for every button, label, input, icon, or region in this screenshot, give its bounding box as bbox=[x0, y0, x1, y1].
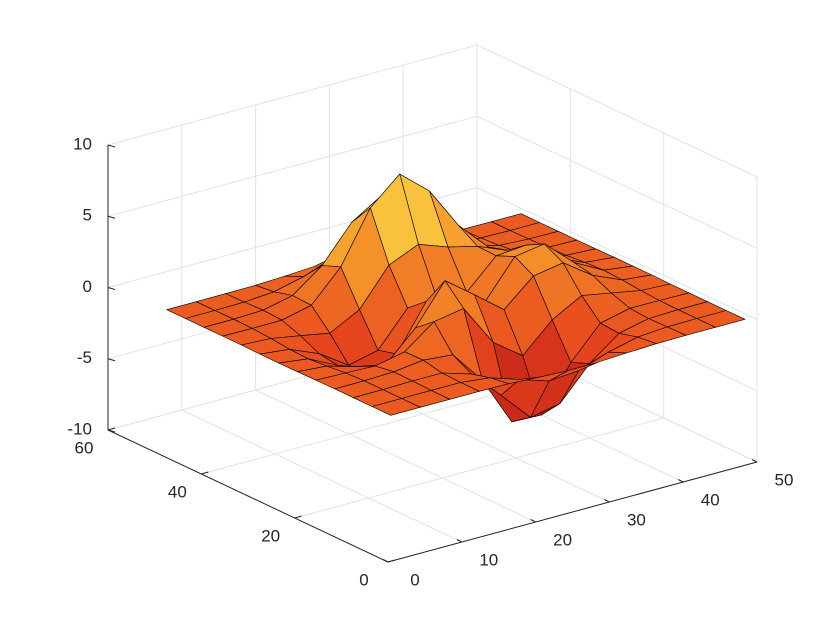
x-tick-label: 50 bbox=[775, 470, 794, 489]
x-tick bbox=[530, 519, 536, 523]
y-tick bbox=[107, 427, 116, 431]
z-tick-label: 5 bbox=[83, 206, 92, 225]
grid-line bbox=[107, 186, 758, 320]
z-tick-label: -5 bbox=[77, 348, 92, 367]
x-tick-label: 0 bbox=[410, 570, 419, 589]
x-tick bbox=[456, 539, 463, 543]
z-tick bbox=[107, 358, 116, 362]
x-tick bbox=[604, 499, 610, 503]
x-tick bbox=[751, 459, 758, 463]
y-tick-label: 60 bbox=[75, 438, 94, 457]
y-tick-label: 0 bbox=[359, 570, 368, 589]
x-tick-label: 40 bbox=[701, 490, 720, 509]
x-axis bbox=[387, 461, 758, 563]
grid-line bbox=[107, 115, 758, 249]
x-tick bbox=[677, 479, 684, 483]
x-tick bbox=[382, 559, 389, 563]
x-tick-label: 30 bbox=[627, 510, 646, 529]
z-tick-label: -10 bbox=[67, 419, 92, 438]
z-tick bbox=[107, 144, 116, 148]
y-tick bbox=[201, 471, 209, 475]
z-tick bbox=[107, 215, 116, 219]
z-tick-label: 0 bbox=[83, 277, 92, 296]
x-tick-label: 10 bbox=[479, 550, 498, 569]
grid-line bbox=[107, 44, 758, 178]
y-tick bbox=[387, 559, 396, 563]
y-tick-label: 40 bbox=[168, 482, 187, 501]
surface-patch bbox=[371, 398, 421, 416]
z-tick bbox=[107, 287, 116, 290]
y-tick bbox=[294, 515, 302, 519]
y-tick-label: 20 bbox=[261, 526, 280, 545]
z-tick bbox=[107, 429, 116, 433]
x-tick-label: 20 bbox=[553, 530, 572, 549]
z-tick-label: 10 bbox=[73, 134, 92, 153]
y-axis bbox=[107, 429, 389, 563]
